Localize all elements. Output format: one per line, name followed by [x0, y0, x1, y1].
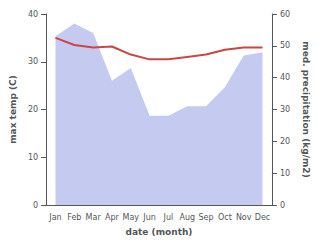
svg-text:30: 30 [280, 105, 290, 114]
svg-text:20: 20 [28, 105, 38, 114]
svg-text:40: 40 [28, 10, 38, 19]
svg-text:May: May [122, 213, 139, 222]
svg-text:date (month): date (month) [126, 227, 193, 237]
svg-text:40: 40 [280, 73, 290, 82]
svg-text:Mar: Mar [86, 213, 102, 222]
svg-text:Aug: Aug [179, 213, 195, 222]
svg-text:0: 0 [280, 201, 285, 210]
svg-text:10: 10 [280, 169, 290, 178]
svg-text:Jan: Jan [48, 213, 61, 222]
svg-text:Sep: Sep [199, 213, 214, 222]
svg-text:max temp (C): max temp (C) [8, 75, 18, 144]
svg-text:10: 10 [28, 153, 38, 162]
svg-text:Jul: Jul [163, 213, 174, 222]
svg-text:50: 50 [280, 41, 290, 50]
svg-text:Oct: Oct [218, 213, 232, 222]
svg-text:Jun: Jun [142, 213, 156, 222]
svg-text:0: 0 [33, 201, 38, 210]
svg-text:Dec: Dec [255, 213, 270, 222]
svg-text:60: 60 [280, 10, 290, 19]
svg-text:Nov: Nov [236, 213, 252, 222]
svg-text:Apr: Apr [105, 213, 120, 222]
svg-text:30: 30 [28, 57, 38, 66]
svg-text:med. precipitation (kg/m2): med. precipitation (kg/m2) [301, 41, 311, 177]
svg-text:20: 20 [280, 137, 290, 146]
svg-text:Feb: Feb [67, 213, 81, 222]
